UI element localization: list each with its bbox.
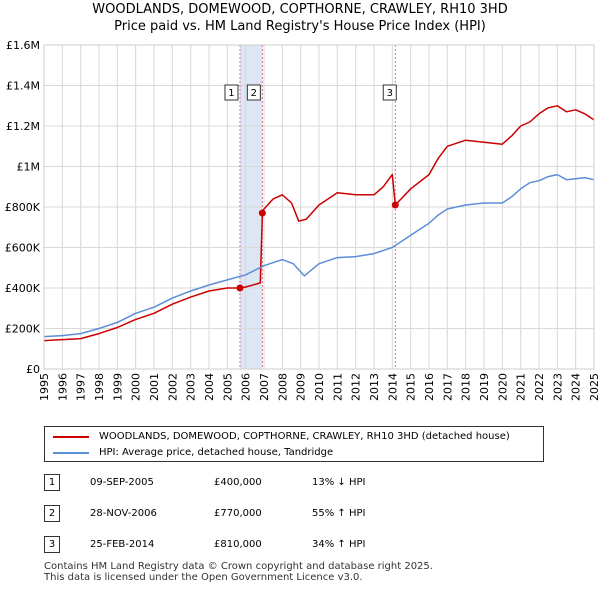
series-line-property [43,105,595,342]
price-chart: £0 £200K £400K £600K £800K £1M £1.2M £1.4M £1.6M… [5,39,600,401]
series-line-hpi [43,173,595,338]
x-tick-label: 1995 [38,373,51,401]
x-tick-label: 2010 [313,373,326,401]
sale-badge-label: 3 [387,88,393,99]
x-tick-label: 2021 [515,373,528,401]
y-tick-label: £600K [5,242,41,255]
x-tick-label: 2023 [551,373,564,401]
sale-badge-box [224,84,239,101]
sale-badge-label: 1 [228,88,234,99]
transaction-hpi: 55% ↑ HPI [312,508,366,519]
legend: WOODLANDS, DOMEWOOD, COPTHORNE, CRAWLEY,… [44,426,544,462]
transaction-price: £810,000 [214,539,262,550]
title-line-1: WOODLANDS, DOMEWOOD, COPTHORNE, CRAWLEY,… [92,2,508,17]
transaction-price: £770,000 [214,508,262,519]
x-tick-label: 2011 [331,373,344,401]
title-line-2: Price paid vs. HM Land Registry's House … [114,19,486,34]
y-tick-label: £1M [17,161,41,174]
x-tick-label: 2014 [386,373,399,401]
y-tick-label: £1.4M [6,80,40,93]
y-tick-label: £200K [5,323,41,336]
legend-item-hpi: HPI: Average price, detached house, Tand… [53,445,333,460]
x-tick-label: 2004 [203,373,216,401]
plot-border [43,44,595,370]
y-tick-label: £0 [26,363,40,376]
sale-badge-label: 2 [251,88,257,99]
x-tick-label: 2018 [460,373,473,401]
transaction-badge: 2 [44,505,60,522]
y-tick-label: £800K [5,201,41,214]
transaction-date: 09-SEP-2005 [90,477,154,488]
transaction-badge: 3 [44,536,60,553]
y-tick-label: £400K [5,282,41,295]
x-tick-label: 2017 [441,373,454,401]
x-tick-label: 2005 [221,373,234,401]
x-tick-label: 2008 [276,373,289,401]
y-tick-label: £1.6M [6,39,40,52]
chart-title: WOODLANDS, DOMEWOOD, COPTHORNE, CRAWLEY,… [0,1,600,35]
x-tick-label: 2003 [185,373,198,401]
legend-swatch-property [53,435,89,438]
footer-line-1: Contains HM Land Registry data © Crown c… [44,561,433,572]
legend-swatch-hpi [53,451,89,454]
sale-point [236,284,244,292]
x-tick-label: 2001 [148,373,161,401]
transaction-hpi: 13% ↓ HPI [312,477,366,488]
y-tick-label: £1.2M [6,120,40,133]
x-tick-label: 2007 [258,373,271,401]
footer: Contains HM Land Registry data © Crown c… [44,561,433,583]
x-tick-label: 1996 [56,373,69,401]
x-tick-label: 2024 [570,373,583,401]
sale-badge-box [246,84,261,101]
transaction-date: 28-NOV-2006 [90,508,157,519]
legend-label-hpi: HPI: Average price, detached house, Tand… [99,447,334,458]
x-tick-label: 2002 [166,373,179,401]
x-tick-label: 2020 [496,373,509,401]
x-tick-label: 1998 [93,373,106,401]
transaction-badge: 1 [44,474,60,491]
transaction-hpi: 34% ↑ HPI [312,539,366,550]
x-tick-label: 2016 [423,373,436,401]
x-tick-label: 2025 [588,373,600,401]
x-tick-label: 2009 [295,373,308,401]
x-tick-label: 2015 [405,373,418,401]
legend-label-property: WOODLANDS, DOMEWOOD, COPTHORNE, CRAWLEY,… [99,431,510,442]
x-tick-label: 2006 [240,373,253,401]
footer-line-2: This data is licensed under the Open Gov… [44,572,363,583]
transaction-price: £400,000 [214,477,262,488]
x-tick-label: 2022 [533,373,546,401]
x-tick-label: 2013 [368,373,381,401]
x-tick-label: 1999 [111,373,124,401]
sale-point [258,209,266,217]
sale-point [391,201,399,209]
x-tick-label: 2019 [478,373,491,401]
x-tick-label: 1997 [75,373,88,401]
x-tick-label: 2000 [130,373,143,401]
legend-item-property: WOODLANDS, DOMEWOOD, COPTHORNE, CRAWLEY,… [53,429,510,444]
sale-badge-box [382,84,397,101]
x-tick-label: 2012 [350,373,363,401]
transaction-date: 25-FEB-2014 [90,539,155,550]
